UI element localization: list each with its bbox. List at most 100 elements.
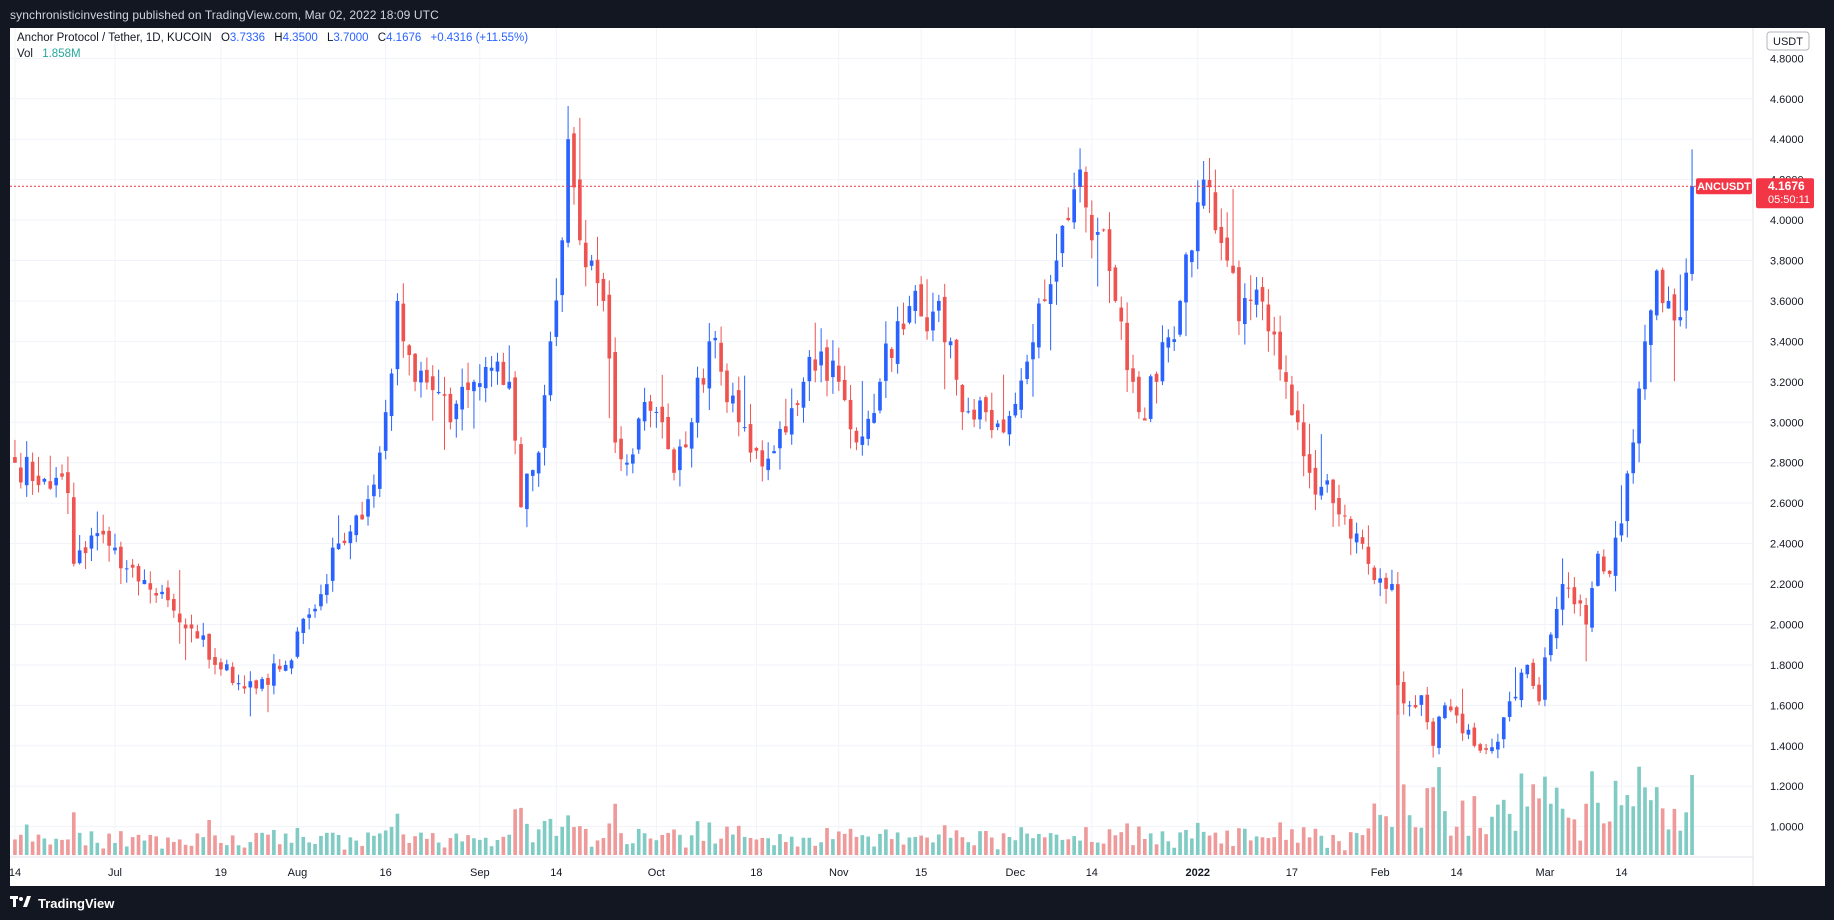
price-tick-label: 1.4000	[1770, 741, 1804, 753]
candle-body	[236, 683, 241, 685]
price-tick-label: 1.0000	[1770, 822, 1804, 834]
volume-bar	[1572, 819, 1577, 855]
chart-area[interactable]: 1.0000 1.2000 1.4000 1.6000 1.8000 2.0000 2.20…	[9, 28, 1825, 886]
candle-body	[954, 339, 959, 380]
candle-body	[589, 260, 594, 266]
candle-body	[1201, 179, 1206, 206]
volume-bar	[825, 828, 829, 855]
volume-bar	[1148, 833, 1153, 855]
volume-bar	[1184, 829, 1188, 855]
time-axis[interactable]: 14 Jul 19 Aug 16 Sep 14 Oct 18 Nov 15 Dec 14 2022 17 Fe…	[9, 856, 1753, 879]
volume-bar	[1401, 784, 1406, 855]
legend-symbol: Anchor Protocol / Tether, 1D, KUCOIN	[17, 32, 212, 44]
candle-body	[419, 370, 423, 383]
volume-bar	[1584, 803, 1588, 855]
volume-bar	[1166, 841, 1171, 855]
volume-bar	[224, 845, 229, 855]
volume-bar	[760, 837, 765, 855]
volume-bar	[213, 835, 217, 855]
candle-body	[1325, 480, 1330, 485]
volume-bar	[1407, 815, 1412, 855]
volume-bar	[1313, 828, 1318, 855]
volume-bar	[454, 833, 459, 855]
candle-body	[1690, 186, 1694, 274]
candle-body	[319, 594, 323, 607]
volume-bar	[160, 848, 164, 855]
volume-bar	[1448, 835, 1453, 855]
volume-bar	[789, 836, 794, 855]
volume-bar	[1066, 839, 1071, 855]
candle-body	[995, 423, 1000, 428]
volume-bar	[478, 839, 482, 855]
candle-body	[825, 347, 829, 381]
candle-body	[24, 456, 29, 486]
time-tick-label: 19	[215, 867, 227, 879]
volume-bar	[1172, 847, 1177, 855]
candle-body	[489, 367, 494, 371]
volume-bar	[1484, 834, 1488, 855]
candle-body	[719, 342, 723, 372]
candle-body	[466, 382, 470, 391]
candle-body	[119, 546, 123, 569]
candle-body	[560, 240, 565, 296]
candle-body	[1643, 341, 1647, 390]
volume-bar	[636, 828, 641, 855]
candle-body	[854, 430, 859, 443]
candle-body	[607, 294, 612, 359]
candle-body	[1025, 361, 1029, 380]
volume-bar	[495, 840, 500, 855]
legend-open-label: O	[221, 32, 230, 44]
svg-text:Vol 1.858M: Vol 1.858M	[17, 48, 81, 60]
candle-body	[1254, 289, 1259, 305]
candle-body	[1090, 214, 1094, 241]
volume-bar	[960, 837, 965, 855]
candle-body	[1343, 515, 1347, 517]
currency-badge[interactable]: USDT	[1766, 31, 1810, 51]
volume-bar	[1613, 780, 1618, 855]
candle-body	[60, 473, 64, 477]
candle-body	[1554, 608, 1559, 639]
candle-body	[1672, 294, 1677, 321]
price-tick-label: 3.8000	[1770, 256, 1804, 268]
candle-body	[224, 664, 229, 671]
volume-bar	[1472, 796, 1477, 855]
price-chart[interactable]: 1.0000 1.2000 1.4000 1.6000 1.8000 2.0000 2.20…	[9, 28, 1825, 886]
volume-bar	[142, 840, 147, 855]
volume-bar	[1266, 838, 1271, 855]
volume-bar	[1207, 835, 1212, 855]
volume-bar	[1001, 833, 1006, 855]
time-tick-label: 14	[550, 867, 562, 879]
volume-bar	[589, 846, 594, 855]
footer-bar: TradingView	[0, 886, 1834, 920]
volume-bar	[236, 845, 241, 855]
volume-bar	[1437, 767, 1441, 855]
volume-bar	[483, 837, 488, 855]
tradingview-logo[interactable]: TradingView	[10, 894, 114, 912]
candle-body	[360, 514, 364, 520]
candle-body	[19, 467, 23, 483]
volume-bar	[631, 843, 635, 855]
candle-body	[1184, 254, 1188, 303]
volume-bar	[1531, 784, 1535, 855]
candle-body	[595, 259, 600, 284]
candle-body	[407, 345, 412, 356]
volume-bar	[695, 821, 700, 855]
candle-body	[937, 300, 941, 311]
candle-body	[1384, 577, 1388, 589]
candle-body	[130, 564, 135, 568]
volume-bar	[254, 832, 259, 855]
volume-bar	[1319, 835, 1324, 855]
time-tick-label: 14	[1451, 867, 1463, 879]
volume-bar	[101, 848, 106, 855]
candle-body	[736, 390, 741, 423]
candle-body	[1037, 303, 1041, 348]
price-tick-label: 2.6000	[1770, 498, 1804, 510]
volume-bar	[1090, 841, 1094, 855]
candle-body	[978, 400, 982, 420]
volume-bar	[1042, 837, 1047, 855]
volume-bar	[360, 845, 364, 855]
volume-bar	[36, 834, 41, 855]
candle-body	[713, 337, 718, 341]
price-axis[interactable]: 1.0000 1.2000 1.4000 1.6000 1.8000 2.0000 2.20…	[1752, 28, 1804, 886]
volume-bar	[1031, 838, 1035, 855]
